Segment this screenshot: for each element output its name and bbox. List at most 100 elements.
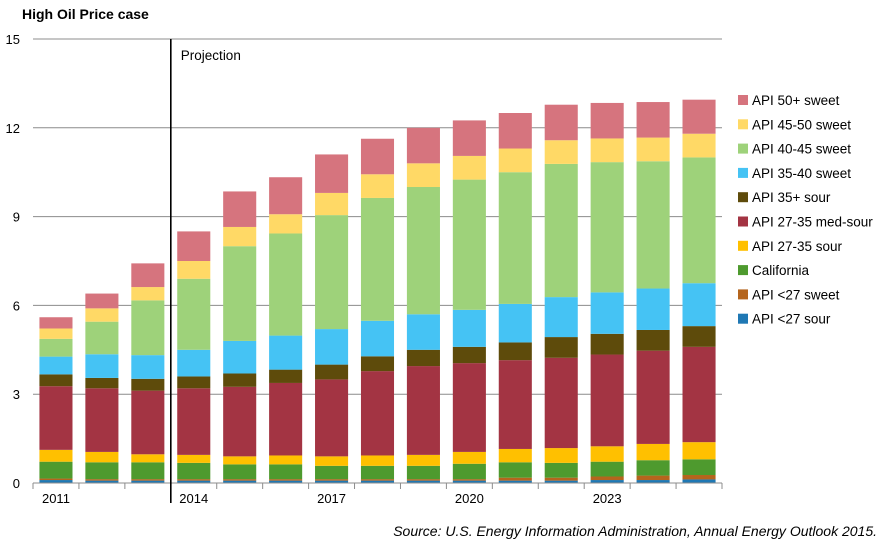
bar-segment: [223, 464, 257, 480]
bar-segment: [636, 443, 670, 461]
bar-segment: [131, 300, 165, 356]
x-tick-label: 2017: [317, 491, 346, 506]
bar-segment: [544, 480, 578, 483]
bar-segment: [544, 337, 578, 358]
legend-swatch: [738, 240, 748, 251]
bar-segment: [223, 456, 257, 465]
bar-segment: [315, 456, 349, 466]
bar-segment: [85, 293, 119, 309]
bar-segment: [452, 155, 486, 180]
legend-swatch: [738, 192, 748, 203]
bar-segment: [452, 120, 486, 156]
bar-segment: [85, 321, 119, 355]
bar-segment: [269, 335, 303, 370]
legend-label: API 27-35 med-sour: [752, 215, 873, 230]
bar-segment: [131, 480, 165, 483]
bar-segment: [636, 460, 670, 476]
bar-segment: [590, 138, 624, 163]
bar-segment: [544, 163, 578, 298]
bar-segment: [360, 197, 395, 321]
bar-segment: [498, 480, 532, 483]
legend-swatch: [738, 95, 748, 105]
bar-segment: [223, 246, 257, 341]
bar-segment: [223, 386, 257, 457]
chart-title: High Oil Price case: [22, 6, 149, 22]
bar-segment: [498, 148, 532, 173]
bar-segment: [406, 349, 440, 367]
bar-segment: [39, 356, 73, 375]
bar-segment: [544, 448, 578, 463]
y-tick-label: 12: [6, 121, 20, 136]
bar-segment: [85, 462, 119, 480]
bar-segment: [177, 479, 211, 481]
bar-segment: [39, 480, 73, 483]
bar-segment: [544, 297, 578, 338]
bar-segment: [39, 478, 73, 481]
projection-label: Projection: [181, 48, 241, 63]
bar-segment: [131, 462, 165, 480]
legend: API 50+ sweet API 45-50 sweet API 40-45 sw…: [738, 93, 873, 327]
bar-segment: [315, 364, 349, 380]
bar-segment: [177, 261, 211, 279]
bar-segment: [452, 451, 486, 464]
bar-segment: [406, 454, 440, 466]
y-tick-label: 6: [13, 298, 20, 313]
bar-segment: [682, 157, 716, 284]
bar-segment: [636, 480, 670, 483]
bar-segment: [85, 388, 119, 452]
legend-label: API 45-50 sweet: [752, 117, 851, 132]
bar-segment: [131, 355, 165, 379]
bar-segment: [269, 177, 303, 215]
x-tick-label: 2020: [455, 491, 484, 506]
bar-segment: [360, 320, 395, 357]
bar-segment: [682, 459, 716, 476]
legend-label: API 40-45 sweet: [752, 142, 851, 157]
bar-segment: [682, 133, 716, 158]
bar-segment: [590, 292, 624, 334]
bar-segment: [406, 127, 440, 164]
bar-segment: [406, 479, 440, 481]
legend-swatch: [738, 313, 748, 324]
bar-segment: [223, 373, 257, 387]
bar-segment: [315, 329, 349, 365]
bar-segment: [590, 333, 624, 355]
bar-segment: [360, 480, 395, 483]
bar-segment: [131, 390, 165, 455]
bar-segment: [177, 278, 211, 350]
bar-segment: [498, 360, 532, 449]
projection-annotation: Projection: [170, 39, 241, 503]
bar-segment: [360, 371, 395, 456]
legend-label: California: [752, 263, 810, 278]
bar-segment: [315, 379, 349, 457]
bar-segment: [498, 342, 532, 361]
bar-segment: [590, 102, 624, 139]
bar-segment: [360, 455, 395, 466]
bar-segment: [452, 463, 486, 480]
bar-segment: [498, 462, 532, 478]
bar-segment: [682, 283, 716, 327]
bar-segment: [269, 480, 303, 483]
legend-label: API <27 sour: [752, 312, 831, 327]
bar-segment: [177, 462, 211, 480]
bar-segment: [39, 338, 73, 357]
legend-label: API <27 sweet: [752, 287, 840, 302]
bar-segment: [498, 477, 532, 481]
bar-segment: [590, 354, 624, 447]
bar-segment: [544, 477, 578, 481]
bar-segment: [85, 354, 119, 378]
bar-segment: [590, 480, 624, 483]
bar-segment: [177, 231, 211, 261]
bar-segment: [39, 461, 73, 479]
bar-segment: [223, 191, 257, 227]
x-tick-label: 2011: [42, 491, 70, 506]
bar-segment: [682, 326, 716, 347]
legend-swatch: [738, 289, 748, 300]
bar-segment: [544, 357, 578, 449]
bar-segment: [406, 366, 440, 455]
bar-segment: [85, 479, 119, 481]
bar-segment: [131, 378, 165, 391]
bar-segment: [406, 187, 440, 315]
bar-segment: [39, 386, 73, 450]
bar-segment: [177, 454, 211, 463]
